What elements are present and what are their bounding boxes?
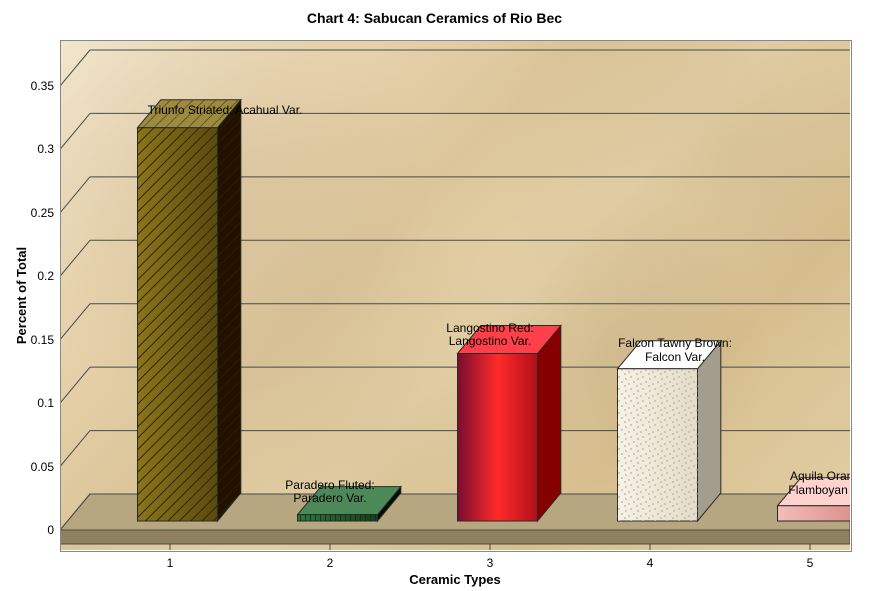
- y-axis-label-text: Percent of Total: [15, 246, 30, 343]
- x-tick-labels: 1 2 3 4 5: [60, 552, 850, 572]
- y-tick-label: 0.3: [37, 142, 54, 156]
- y-tick-label: 0.15: [31, 333, 54, 347]
- y-tick-label: 0: [47, 523, 54, 537]
- plot-border: [60, 40, 852, 552]
- y-tick-label: 0.05: [31, 460, 54, 474]
- y-axis-label: Percent of Total: [14, 40, 30, 550]
- x-tick-label: 5: [807, 556, 814, 570]
- chart-container: { "title": "Chart 4: Sabucan Ceramics of…: [0, 0, 869, 591]
- y-tick-label: 0.2: [37, 269, 54, 283]
- y-tick-label: 0.25: [31, 206, 54, 220]
- y-tick-label: 0.35: [31, 79, 54, 93]
- x-tick-label: 2: [327, 556, 334, 570]
- x-tick-label: 4: [647, 556, 654, 570]
- chart-title: Chart 4: Sabucan Ceramics of Rio Bec: [0, 10, 869, 26]
- x-axis-label: Ceramic Types: [60, 572, 850, 587]
- x-tick-label: 3: [487, 556, 494, 570]
- y-tick-label: 0.1: [37, 396, 54, 410]
- x-tick-label: 1: [167, 556, 174, 570]
